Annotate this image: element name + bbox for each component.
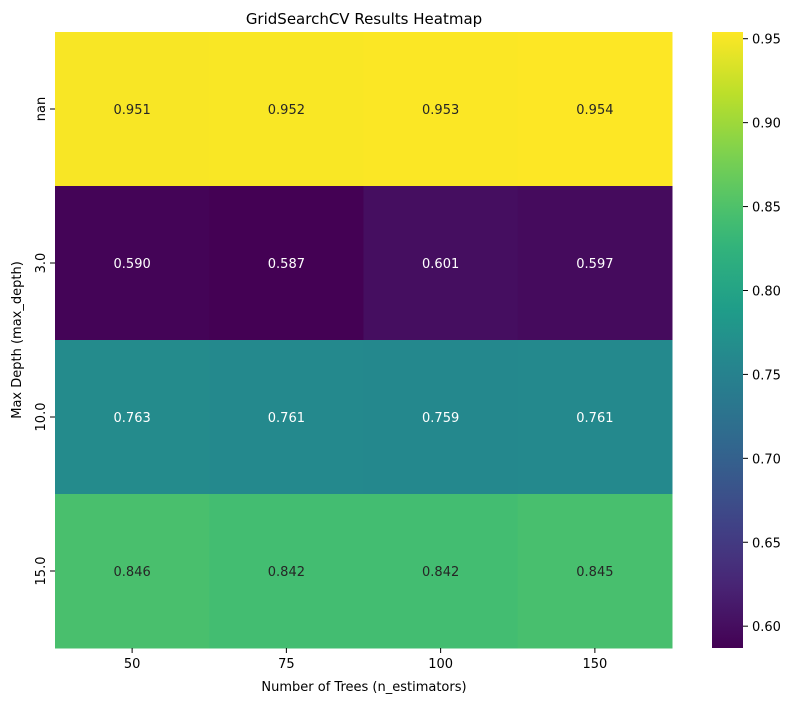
cell-value-label: 0.842 xyxy=(422,565,459,580)
heatmap-cell xyxy=(55,32,210,187)
cell-value-label: 0.597 xyxy=(576,257,613,272)
y-tick-label: nan xyxy=(34,97,49,121)
cell-value-label: 0.590 xyxy=(114,257,151,272)
y-tick-label: 10.0 xyxy=(34,403,49,432)
y-tick-label: 15.0 xyxy=(34,557,49,586)
cell-value-label: 0.953 xyxy=(422,103,459,118)
x-axis-label: Number of Trees (n_estimators) xyxy=(261,680,466,695)
colorbar-tick-label: 0.65 xyxy=(752,536,781,551)
chart-title: GridSearchCV Results Heatmap xyxy=(246,10,482,28)
x-axis: 50 75 100 150 xyxy=(124,648,607,672)
heatmap-cell xyxy=(209,186,364,341)
x-tick-label: 150 xyxy=(582,657,607,672)
heatmap-cells: 0.951 0.952 0.953 0.954 0.590 0.587 0.601 0.597… xyxy=(55,32,673,649)
heatmap-cell xyxy=(363,340,519,495)
colorbar-tick-label: 0.90 xyxy=(752,117,781,132)
colorbar-tick-label: 0.70 xyxy=(752,452,781,467)
heatmap-cell xyxy=(209,32,364,187)
x-tick-label: 100 xyxy=(428,657,453,672)
cell-value-label: 0.759 xyxy=(422,411,459,426)
heatmap-cell xyxy=(209,340,364,495)
colorbar-gradient xyxy=(712,32,743,648)
cell-value-label: 0.845 xyxy=(576,565,613,580)
cell-value-label: 0.842 xyxy=(268,565,305,580)
cell-value-label: 0.763 xyxy=(114,411,151,426)
heatmap-cell xyxy=(517,494,673,649)
x-tick-label: 50 xyxy=(124,657,141,672)
heatmap-cell xyxy=(55,494,210,649)
y-axis-label: Max Depth (max_depth) xyxy=(10,261,25,419)
cell-value-label: 0.601 xyxy=(422,257,459,272)
cell-value-label: 0.954 xyxy=(576,103,613,118)
colorbar-tick-label: 0.80 xyxy=(752,284,781,299)
heatmap-cell xyxy=(363,186,519,341)
cell-value-label: 0.587 xyxy=(268,257,305,272)
heatmap-cell xyxy=(517,186,673,341)
heatmap-cell xyxy=(55,340,210,495)
cell-value-label: 0.952 xyxy=(268,103,305,118)
cell-value-label: 0.951 xyxy=(114,103,151,118)
heatmap-cell xyxy=(55,186,210,341)
cell-value-label: 0.761 xyxy=(268,411,305,426)
colorbar-tick-label: 0.75 xyxy=(752,368,781,383)
cell-value-label: 0.846 xyxy=(114,565,151,580)
colorbar-tick-label: 0.60 xyxy=(752,620,781,635)
colorbar-tick-label: 0.95 xyxy=(752,33,781,48)
colorbar: 0.60 0.65 0.70 0.75 0.80 0.85 0.90 0.95 xyxy=(712,32,781,648)
colorbar-tick-label: 0.85 xyxy=(752,201,781,216)
y-tick-label: 3.0 xyxy=(34,253,49,274)
y-axis: nan 3.0 10.0 15.0 xyxy=(34,97,55,586)
heatmap-cell xyxy=(517,340,673,495)
heatmap-cell xyxy=(517,32,673,187)
heatmap-cell xyxy=(363,494,519,649)
cell-value-label: 0.761 xyxy=(576,411,613,426)
heatmap-cell xyxy=(363,32,519,187)
heatmap-cell xyxy=(209,494,364,649)
x-tick-label: 75 xyxy=(278,657,295,672)
